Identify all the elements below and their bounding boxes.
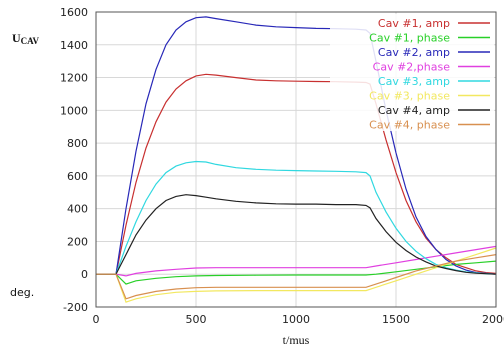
- legend-label: Cav #4, phase: [369, 119, 450, 132]
- y-tick-label: 1200: [60, 72, 88, 85]
- series-line-7: [96, 194, 497, 275]
- y-axis-label-sub: CAV: [21, 36, 40, 46]
- x-tick-label: 500: [186, 313, 207, 326]
- series-group: [96, 16, 497, 303]
- y-tick-label: 400: [67, 203, 88, 216]
- legend-label: Cav #2,phase: [373, 61, 451, 74]
- legend-box: [330, 14, 494, 131]
- secondary-y-axis-label: deg.: [10, 286, 34, 299]
- y-tick-label: 800: [67, 137, 88, 150]
- legend-label: Cav #2, amp: [378, 46, 450, 59]
- legend-label: Cav #1, phase: [369, 32, 450, 45]
- legend-label: Cav #3, amp: [378, 75, 450, 88]
- y-tick-label: 200: [67, 235, 88, 248]
- series-line-3: [96, 16, 497, 275]
- legend-label: Cav #3, phase: [369, 90, 450, 103]
- series-line-2: [96, 260, 497, 285]
- y-tick-label: 0: [81, 268, 88, 281]
- series-line-8: [96, 254, 497, 300]
- y-tick-labels: -200 0 200 400 600 800 1000 1200 1400 1600: [60, 6, 88, 314]
- legend-label: Cav #4, amp: [378, 104, 450, 117]
- y-tick-label: 1400: [60, 39, 88, 52]
- y-tick-label: 1000: [60, 104, 88, 117]
- y-tick-label: 600: [67, 170, 88, 183]
- x-axis-label: t/mus: [283, 333, 310, 347]
- y-tick-label: 1600: [60, 6, 88, 19]
- x-tick-label: 1000: [282, 313, 310, 326]
- y-tick-label: -200: [63, 301, 88, 314]
- legend-label: Cav #1, amp: [378, 17, 450, 30]
- plot-frame: [95, 11, 497, 308]
- y-axis-label: UCAV: [12, 31, 40, 46]
- x-tick-label: 0: [93, 313, 100, 326]
- series-line-6: [96, 247, 497, 303]
- x-tick-label: 1500: [382, 313, 410, 326]
- y-axis-label-main: U: [12, 31, 21, 45]
- series-line-4: [96, 245, 497, 277]
- series-line-1: [96, 73, 497, 275]
